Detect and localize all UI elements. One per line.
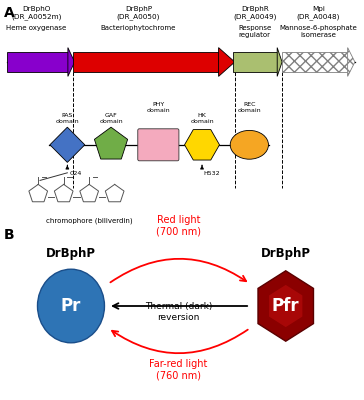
Bar [7, 52, 68, 72]
Circle shape [37, 269, 104, 343]
Text: GAF
domain: GAF domain [99, 113, 123, 124]
Text: Thermal (dark)
reversion: Thermal (dark) reversion [145, 302, 212, 322]
Text: chromophore (biliverdin): chromophore (biliverdin) [46, 218, 132, 224]
Polygon shape [269, 285, 302, 327]
Text: Heme oxygenase: Heme oxygenase [6, 25, 67, 31]
Text: H532: H532 [204, 171, 221, 176]
Polygon shape [277, 48, 282, 76]
FancyBboxPatch shape [138, 129, 179, 161]
Text: DrBphP: DrBphP [261, 247, 311, 260]
Polygon shape [185, 130, 219, 160]
Text: PHY
domain: PHY domain [147, 102, 170, 113]
Polygon shape [348, 48, 355, 76]
Text: Bacteriophytochrome: Bacteriophytochrome [100, 25, 176, 31]
Text: Far-red light
(760 nm): Far-red light (760 nm) [149, 359, 207, 381]
Bar [233, 52, 277, 72]
Polygon shape [219, 48, 235, 76]
Text: DrBphR
(DR_A0049): DrBphR (DR_A0049) [233, 6, 277, 20]
Polygon shape [258, 271, 313, 341]
Text: C24: C24 [69, 171, 82, 176]
Text: A: A [4, 6, 15, 20]
Bar [73, 52, 218, 72]
Text: Red light
(700 nm): Red light (700 nm) [156, 215, 201, 237]
Bar [282, 52, 348, 72]
Text: DrBphP: DrBphP [46, 247, 96, 260]
Text: DrBphP
(DR_A0050): DrBphP (DR_A0050) [116, 6, 160, 20]
Text: REC
domain: REC domain [238, 102, 261, 113]
Ellipse shape [230, 130, 269, 159]
Text: Mpi
(DR_A0048): Mpi (DR_A0048) [297, 6, 340, 20]
Polygon shape [68, 48, 75, 76]
Text: Pfr: Pfr [272, 297, 300, 315]
Text: HK
domain: HK domain [190, 113, 214, 124]
Text: B: B [4, 228, 14, 242]
Text: Response
regulator: Response regulator [238, 25, 272, 38]
Polygon shape [94, 127, 128, 159]
Text: Mannose-6-phosphate
isomerase: Mannose-6-phosphate isomerase [280, 25, 357, 38]
Polygon shape [50, 127, 85, 162]
Text: PAS
domain: PAS domain [56, 113, 79, 124]
Text: Pr: Pr [61, 297, 81, 315]
Text: DrBphO
(DR_A0052m): DrBphO (DR_A0052m) [11, 6, 62, 20]
